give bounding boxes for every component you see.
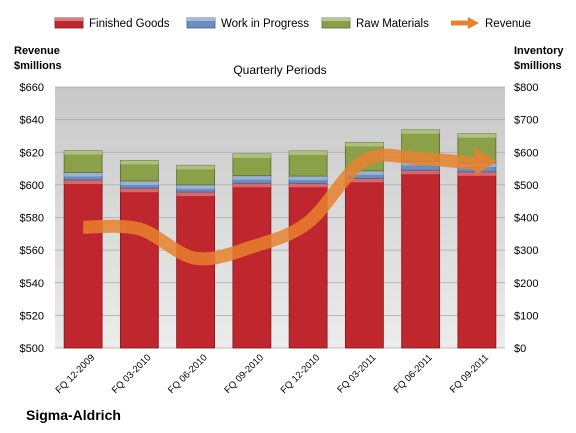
x-tick-label: FQ 06-2010 xyxy=(166,352,210,396)
legend-label: Work in Progress xyxy=(221,18,309,30)
bar-raw-materials xyxy=(232,153,272,177)
legend-swatch-highlight xyxy=(55,18,83,21)
bar-work-in-progress xyxy=(63,172,103,181)
legend-label: Finished Goods xyxy=(89,18,170,30)
bar-work-in-progress xyxy=(288,175,328,184)
x-tick-label: FQ 03-2011 xyxy=(335,352,378,395)
revenue-line xyxy=(82,147,497,266)
bar-finished-goods xyxy=(232,182,272,349)
right-tick-label: $700 xyxy=(514,115,538,127)
right-tick-label: $500 xyxy=(514,180,538,192)
bar-finished-goods xyxy=(63,179,103,349)
legend-item: Revenue xyxy=(451,17,531,30)
left-tick-label: $600 xyxy=(20,180,44,192)
legend-swatch-arrowhead xyxy=(468,17,479,29)
left-tick-label: $580 xyxy=(20,213,44,225)
right-axis-title-line1: Inventory xyxy=(514,45,564,57)
right-tick-label: $0 xyxy=(514,343,526,355)
right-tick-label: $600 xyxy=(514,147,538,159)
legend-item: Finished Goods xyxy=(54,17,170,30)
x-axis-ticks: FQ 12-2009 FQ 03-2010 FQ 06-2010 FQ 09-2010… xyxy=(54,352,491,396)
bar-finished-goods xyxy=(176,191,216,349)
left-tick-label: $620 xyxy=(20,147,44,159)
bar-work-in-progress xyxy=(119,180,159,189)
bar-work-in-progress xyxy=(232,175,272,184)
x-tick-label: FQ 12-2010 xyxy=(279,352,323,396)
right-tick-label: $200 xyxy=(514,278,538,290)
company-name: Sigma-Aldrich xyxy=(26,407,121,423)
revenue-curve xyxy=(82,148,478,266)
bar-finished-goods xyxy=(119,187,159,349)
legend-label: Raw Materials xyxy=(356,18,429,30)
left-tick-label: $540 xyxy=(20,278,44,290)
bar-finished-goods xyxy=(344,177,384,349)
right-tick-label: $400 xyxy=(514,213,538,225)
left-tick-label: $660 xyxy=(20,82,44,94)
bar-work-in-progress xyxy=(176,184,216,193)
bar-raw-materials xyxy=(176,164,216,186)
chart-title: Quarterly Periods xyxy=(233,63,326,77)
x-tick-label: FQ 12-2009 xyxy=(54,352,98,396)
bar-finished-goods xyxy=(457,171,497,349)
bar-raw-materials xyxy=(288,150,328,177)
right-axis-ticks: $0 $100 $200 $300 $400 $500 $600 $700 $800 xyxy=(514,82,538,355)
left-axis-title-line2: $millions xyxy=(14,60,62,72)
x-tick-label: FQ 09-2011 xyxy=(448,352,491,395)
left-tick-label: $520 xyxy=(20,310,44,322)
revenue-arrowhead xyxy=(474,147,497,176)
legend-item: Raw Materials xyxy=(321,17,429,30)
left-axis-ticks: $500 $520 $540 $560 $580 $600 $620 $640 $660 xyxy=(20,82,44,355)
x-tick-label: FQ 09-2010 xyxy=(222,352,266,396)
bar-finished-goods xyxy=(401,169,441,349)
right-axis-title-line2: $millions xyxy=(514,60,562,72)
left-tick-label: $640 xyxy=(20,115,44,127)
right-tick-label: $100 xyxy=(514,310,538,322)
legend: Finished Goods Work in Progress Raw Materi… xyxy=(54,17,531,30)
legend-swatch-highlight xyxy=(322,18,350,21)
legend-item: Work in Progress xyxy=(186,17,309,30)
bar-raw-materials xyxy=(63,150,103,173)
x-tick-label: FQ 06-2011 xyxy=(392,352,435,395)
left-tick-label: $500 xyxy=(20,343,44,355)
x-tick-label: FQ 03-2010 xyxy=(110,352,154,396)
right-tick-label: $800 xyxy=(514,82,538,94)
right-tick-label: $300 xyxy=(514,245,538,257)
left-axis-title-line1: Revenue xyxy=(14,45,60,57)
bars xyxy=(63,129,497,349)
legend-swatch-highlight xyxy=(187,18,215,21)
left-tick-label: $560 xyxy=(20,245,44,257)
legend-label: Revenue xyxy=(485,18,531,30)
bar-raw-materials xyxy=(119,160,159,182)
